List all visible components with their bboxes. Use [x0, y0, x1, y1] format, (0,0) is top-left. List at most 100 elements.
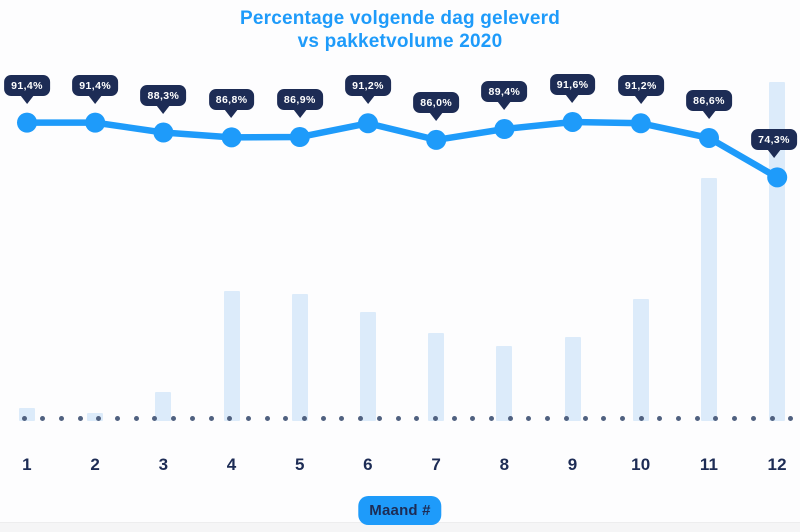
value-badge-month-5: 86,9%: [276, 89, 323, 119]
badge-value-label: 86,6%: [693, 94, 725, 107]
value-badge-month-6: 91,2%: [345, 75, 391, 105]
badge-value-label: 91,2%: [624, 80, 657, 93]
baseline-dot: [376, 415, 382, 421]
line-point-month-9: [562, 111, 583, 132]
line-point-month-10: [630, 113, 651, 134]
baseline-dot: [676, 415, 681, 421]
badge-tail-icon: [429, 111, 444, 121]
baseline-dot: [750, 415, 756, 421]
badge-tail-icon: [565, 93, 580, 103]
baseline-dot: [115, 415, 120, 421]
volume-bar-month-3: [155, 391, 172, 421]
baseline-dot: [638, 415, 644, 421]
x-tick-label-10: 10: [631, 455, 651, 474]
badge-value-label: 89,4%: [488, 86, 521, 99]
baseline-dot: [358, 415, 364, 421]
baseline-dot: [788, 415, 794, 421]
badge-tail-icon: [88, 94, 103, 104]
badge-tail-icon: [292, 109, 307, 119]
x-tick-label-4: 4: [226, 455, 237, 474]
baseline-dot: [245, 415, 251, 421]
volume-bar-month-7: [428, 332, 445, 421]
baseline-dot: [339, 415, 345, 421]
x-tick-label-6: 6: [363, 455, 373, 474]
line-point-month-1: [17, 112, 37, 133]
value-badge-month-12: 74,3%: [751, 129, 797, 159]
volume-bar-month-9: [564, 336, 581, 421]
x-tick-label-5: 5: [294, 455, 305, 474]
badge-tail-icon: [767, 149, 781, 159]
baseline-dot: [152, 415, 158, 421]
baseline-dot: [227, 415, 233, 421]
baseline-dot: [189, 415, 195, 421]
baseline-dot: [451, 415, 457, 421]
baseline-dot: [96, 415, 102, 421]
value-badge-month-4: 86,8%: [208, 89, 255, 119]
line-point-month-4: [221, 127, 242, 148]
baseline-dot: [21, 415, 27, 421]
x-tick-label-7: 7: [431, 455, 442, 474]
baseline-dot: [171, 415, 177, 421]
value-badge-month-11: 86,6%: [686, 89, 732, 119]
chart-title: Percentage volgende dag geleverd vs pakk…: [0, 7, 800, 53]
baseline-dot: [563, 415, 569, 421]
baseline-dot: [58, 415, 64, 421]
baseline-dot: [507, 415, 513, 421]
line-point-month-5: [289, 127, 310, 148]
baseline-dot: [732, 415, 738, 421]
volume-bar-month-4: [223, 291, 240, 421]
value-badge-month-3: 88,3%: [140, 84, 187, 114]
baseline-dot: [208, 415, 214, 421]
value-badge-month-2: 91,4%: [72, 74, 119, 104]
line-point-month-3: [153, 122, 174, 143]
x-tick-label-1: 1: [22, 455, 32, 474]
baseline-dot: [133, 415, 139, 421]
badge-value-label: 86,0%: [420, 96, 453, 109]
baseline-dot: [619, 415, 625, 421]
baseline-dot: [601, 415, 607, 421]
line-point-month-11: [699, 127, 719, 148]
baseline-dot: [694, 415, 700, 421]
baseline-dot: [320, 415, 326, 421]
value-badge-month-8: 89,4%: [481, 81, 528, 111]
value-badge-month-1: 91,4%: [4, 74, 50, 104]
baseline-dot: [545, 415, 551, 421]
x-tick-label-3: 3: [158, 455, 169, 474]
baseline-dot: [395, 415, 401, 421]
badge-tail-icon: [497, 101, 512, 111]
volume-bar-month-6: [360, 311, 376, 421]
baseline-dot: [582, 415, 588, 421]
baseline-dot: [470, 415, 476, 421]
badge-value-label: 91,4%: [79, 79, 112, 92]
badge-value-label: 91,4%: [11, 79, 43, 92]
badge-value-label: 91,6%: [556, 78, 589, 91]
percentage-line-path: [23, 118, 781, 181]
baseline-dot: [264, 415, 270, 421]
baseline-dot: [489, 415, 494, 421]
line-point-month-8: [494, 119, 515, 140]
value-badge-month-9: 91,6%: [549, 73, 596, 103]
x-tick-label-9: 9: [567, 455, 578, 474]
baseline-dot: [302, 415, 307, 421]
line-point-month-2: [85, 112, 106, 133]
badge-value-label: 86,8%: [215, 94, 248, 107]
volume-bar-month-10: [632, 298, 649, 421]
line-point-month-6: [358, 113, 378, 134]
badge-tail-icon: [156, 104, 171, 114]
baseline-dot: [713, 415, 719, 421]
badge-value-label: 91,2%: [352, 80, 384, 93]
badge-tail-icon: [224, 109, 239, 119]
badge-tail-icon: [361, 95, 375, 105]
baseline-dot: [414, 415, 420, 421]
value-badge-month-10: 91,2%: [617, 75, 664, 105]
x-tick-label-11: 11: [699, 455, 719, 474]
baseline-dot: [657, 415, 663, 421]
baseline-dot: [283, 415, 289, 421]
volume-bar-month-12: [769, 82, 786, 421]
